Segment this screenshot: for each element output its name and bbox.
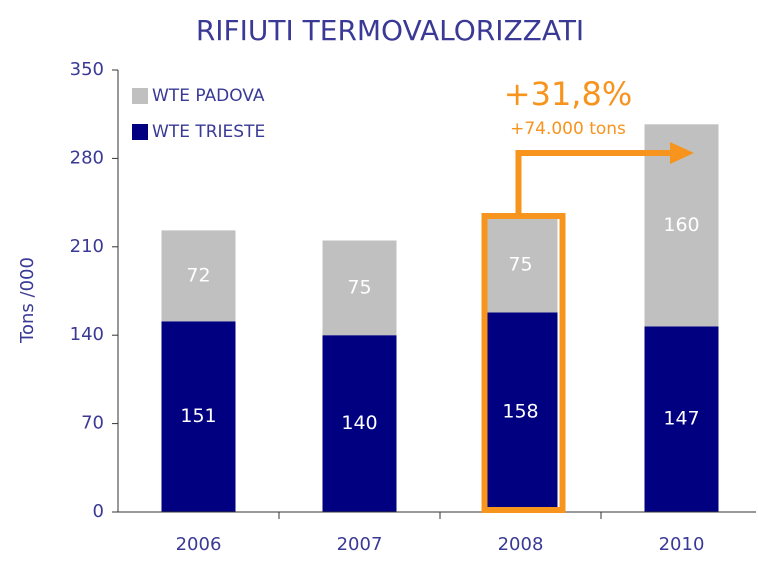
data-label: 160 — [663, 214, 699, 236]
y-tick-label: 0 — [93, 501, 104, 522]
data-label: 75 — [508, 254, 532, 276]
arrow-head — [670, 142, 694, 164]
data-label: 158 — [502, 401, 538, 423]
legend-swatch — [132, 124, 148, 140]
y-tick-label: 210 — [70, 236, 104, 257]
x-tick-label: 2006 — [176, 534, 222, 555]
legend-label: WTE PADOVA — [152, 86, 265, 106]
data-label: 72 — [186, 264, 210, 286]
annotation: +74.000 tons — [510, 119, 626, 139]
y-tick-label: 350 — [70, 59, 104, 80]
bar-segment — [483, 217, 558, 313]
highlight-box — [481, 213, 566, 513]
legend-swatch — [132, 88, 148, 104]
bar-segment — [322, 335, 397, 512]
bar-segment — [161, 321, 236, 512]
x-tick-label: 2008 — [498, 534, 544, 555]
x-tick-label: 2007 — [337, 534, 383, 555]
data-label: 147 — [663, 408, 699, 430]
bar-segment — [161, 230, 236, 322]
bar-segment — [644, 326, 719, 512]
highlight-arrow — [515, 150, 672, 216]
y-tick-label: 70 — [81, 413, 104, 434]
bar-segment — [483, 312, 558, 512]
chart-title: RIFIUTI TERMOVALORIZZATI — [196, 14, 584, 47]
annotation: +31,8% — [504, 75, 632, 113]
data-label: 75 — [347, 276, 371, 298]
bar-segment — [322, 240, 397, 336]
data-label: 140 — [341, 412, 377, 434]
y-axis-label: Tons /000 — [17, 257, 38, 344]
legend-label: WTE TRIESTE — [152, 122, 265, 142]
data-label: 151 — [180, 405, 216, 427]
y-tick-label: 140 — [70, 324, 104, 345]
x-tick-label: 2010 — [659, 534, 705, 555]
y-tick-label: 280 — [70, 147, 104, 168]
